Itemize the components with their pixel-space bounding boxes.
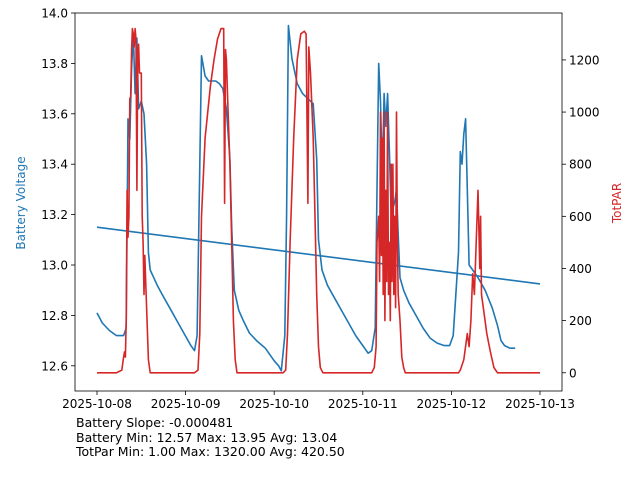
right-tick-label: 600 <box>569 210 592 224</box>
right-tick-label: 400 <box>569 262 592 276</box>
right-y-axis: 0 200 400 600 800 1000 1200 <box>562 53 600 380</box>
right-tick-label: 0 <box>569 366 577 380</box>
right-tick-label: 800 <box>569 158 592 172</box>
battery-stats-text: Battery Min: 12.57 Max: 13.95 Avg: 13.04 <box>76 429 338 445</box>
left-axis-label: Battery Voltage <box>14 156 28 249</box>
left-tick-label: 12.8 <box>41 309 68 323</box>
left-tick-label: 13.6 <box>41 107 68 121</box>
plot-frame <box>74 12 563 392</box>
right-tick-label: 1000 <box>569 106 600 120</box>
left-tick-label: 14.0 <box>41 7 68 21</box>
plot-lines <box>96 24 541 374</box>
x-tick-label: 2025-10-09 <box>151 397 221 411</box>
right-axis-label: TotPAR <box>610 183 624 224</box>
left-tick-label: 13.8 <box>41 57 68 71</box>
x-axis: 2025-10-08 2025-10-09 2025-10-10 2025-10-11… <box>62 391 575 411</box>
series-line-battery-trend <box>96 226 541 285</box>
stats-summary: Battery Slope: -0.000481 Battery Min: 12… <box>76 415 345 460</box>
x-tick-label: 2025-10-12 <box>417 397 487 411</box>
series-line-totpar <box>97 27 540 374</box>
x-tick-label: 2025-10-13 <box>505 397 575 411</box>
x-tick-label: 2025-10-11 <box>328 397 398 411</box>
left-y-axis: 12.6 12.8 13.0 13.2 13.4 13.6 13.8 14.0 <box>41 7 75 373</box>
x-tick-label: 2025-10-08 <box>62 397 132 411</box>
x-tick-label: 2025-10-10 <box>239 397 309 411</box>
battery-slope-text: Battery Slope: -0.000481 <box>76 415 234 430</box>
left-tick-label: 13.2 <box>41 208 68 222</box>
left-tick-label: 13.4 <box>41 158 68 172</box>
right-tick-label: 1200 <box>569 53 600 67</box>
left-tick-label: 12.6 <box>41 359 68 373</box>
right-tick-label: 200 <box>569 314 592 328</box>
totpar-stats-text: TotPar Min: 1.00 Max: 1320.00 Avg: 420.5… <box>76 444 345 459</box>
left-tick-label: 13.0 <box>41 259 68 273</box>
